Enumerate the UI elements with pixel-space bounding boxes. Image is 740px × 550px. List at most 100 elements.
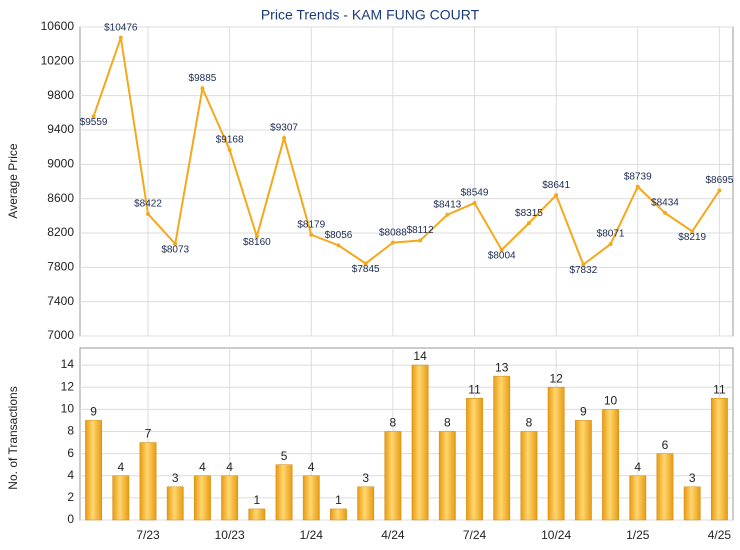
y-axis-label: No. of Transactions — [6, 386, 20, 489]
point — [254, 234, 259, 239]
data-label: 11 — [713, 382, 726, 396]
y-tick-label: 12 — [61, 379, 75, 393]
y-tick-label: 7400 — [47, 294, 74, 308]
y-axis-label: Average Price — [6, 143, 20, 218]
data-label: 12 — [549, 371, 563, 385]
bar — [466, 398, 483, 521]
point — [635, 184, 640, 189]
data-label: $8179 — [297, 219, 325, 230]
point — [227, 147, 232, 152]
bar — [248, 508, 266, 521]
chart-title: Price Trends - KAM FUNG COURT — [261, 7, 480, 23]
point — [608, 242, 613, 247]
data-label: 9 — [90, 405, 97, 419]
y-tick-label: 14 — [61, 357, 75, 371]
data-label: $8071 — [597, 229, 625, 240]
y-tick-label: 10200 — [41, 54, 75, 68]
data-label: $9885 — [189, 73, 217, 84]
point — [200, 86, 205, 91]
point — [526, 221, 531, 226]
data-label: $8160 — [243, 237, 271, 248]
data-label: $8088 — [379, 227, 407, 238]
data-label: 11 — [468, 382, 481, 396]
x-tick-label: 1/25 — [626, 528, 650, 542]
data-label: 1 — [254, 493, 261, 507]
y-tick-label: 8200 — [47, 225, 74, 239]
bar — [357, 486, 375, 521]
y-tick-label: 9400 — [47, 122, 74, 136]
point — [390, 240, 395, 245]
data-label: $8112 — [407, 225, 435, 236]
data-label: 4 — [226, 460, 233, 474]
x-tick-label: 7/23 — [136, 528, 160, 542]
point — [554, 193, 559, 198]
data-label: $8695 — [705, 175, 733, 186]
bar — [629, 475, 647, 521]
data-label: $8434 — [651, 198, 679, 209]
data-label: $7845 — [352, 264, 380, 275]
y-tick-label: 10 — [61, 402, 75, 416]
x-tick-label: 1/24 — [300, 528, 324, 542]
data-label: $9559 — [80, 117, 108, 128]
data-label: 3 — [172, 471, 179, 485]
data-label: $7832 — [569, 265, 597, 276]
data-label: $8004 — [488, 250, 516, 261]
y-tick-label: 8 — [67, 424, 74, 438]
point — [91, 114, 96, 119]
point — [118, 35, 123, 40]
data-label: $8641 — [542, 180, 570, 191]
bar — [275, 464, 293, 521]
data-label: 10 — [604, 394, 618, 408]
data-label: 9 — [580, 405, 587, 419]
bar — [710, 398, 728, 521]
x-tick-label: 7/24 — [463, 528, 487, 542]
data-label: 14 — [413, 349, 427, 363]
point — [309, 232, 314, 237]
bar — [547, 386, 565, 521]
bar — [112, 475, 130, 521]
y-tick-label: 7800 — [47, 260, 74, 274]
data-label: $8315 — [515, 208, 543, 219]
bar — [683, 486, 701, 521]
bar — [656, 453, 674, 521]
data-label: 4 — [308, 460, 315, 474]
point — [336, 243, 341, 248]
data-label: 8 — [444, 416, 451, 430]
data-label: 6 — [662, 438, 669, 452]
bar — [384, 431, 402, 521]
bar — [166, 486, 184, 521]
data-label: 3 — [689, 471, 696, 485]
data-label: 4 — [117, 460, 124, 474]
bar — [330, 508, 347, 521]
bar — [520, 431, 538, 521]
price-line — [92, 37, 721, 267]
data-label: 8 — [526, 416, 533, 430]
bar — [574, 420, 592, 521]
data-label: 4 — [199, 460, 206, 474]
y-tick-label: 9000 — [47, 157, 74, 171]
data-label: 13 — [495, 360, 509, 374]
bar — [194, 475, 211, 521]
y-tick-label: 8600 — [47, 191, 74, 205]
point — [363, 261, 368, 266]
y-tick-label: 7000 — [47, 328, 74, 342]
y-tick-label: 9800 — [47, 88, 74, 102]
bar — [221, 475, 239, 521]
data-label: $9307 — [270, 123, 298, 134]
y-tick-label: 10600 — [41, 19, 75, 33]
data-label: $8219 — [678, 232, 706, 243]
bar — [411, 364, 429, 521]
data-label: 4 — [634, 460, 641, 474]
point — [499, 247, 504, 252]
point — [173, 241, 178, 246]
bar — [302, 475, 320, 521]
x-tick-label: 4/24 — [381, 528, 405, 542]
point — [282, 135, 287, 140]
point — [146, 211, 151, 216]
x-tick-label: 10/23 — [215, 528, 245, 542]
bar — [139, 442, 157, 521]
data-label: $8056 — [325, 230, 353, 241]
point — [472, 201, 477, 206]
point — [445, 212, 450, 217]
